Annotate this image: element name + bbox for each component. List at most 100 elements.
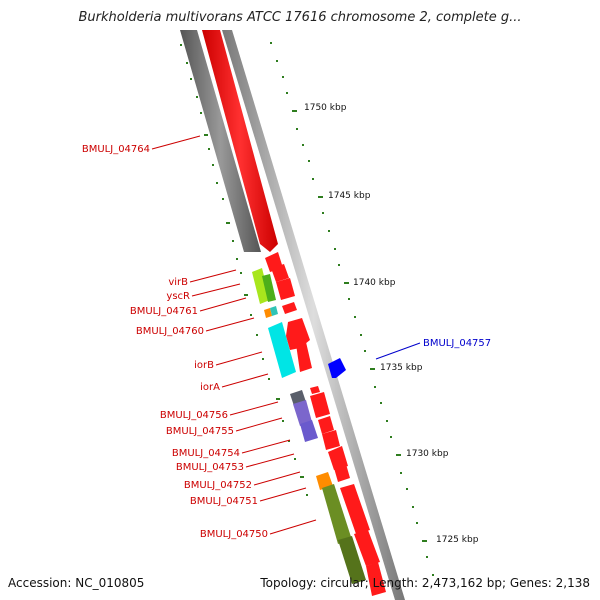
leader-bmulj-04755 [235,417,283,432]
gene-label-bmulj-04755: BMULJ_04755 [166,426,234,437]
gene-arrow-11 [328,446,348,470]
tick [348,298,350,300]
tick [288,440,290,442]
gene-label-bmulj-04756: BMULJ_04756 [160,410,228,421]
tick [240,272,242,274]
leader-bmulj-04754 [241,439,291,454]
tick [390,436,392,438]
tick [186,62,188,64]
leader-bmulj-04753 [245,453,295,468]
backbone-bar [222,30,405,600]
leader-bmulj-04756 [229,401,279,416]
gene-bmulj-04750-b [338,536,366,584]
tick [208,148,210,150]
tick [250,314,252,316]
tick [412,506,414,508]
leader-bmulj-04761 [199,297,247,312]
gene-virb [252,268,270,304]
gene-label-bmulj-04757: BMULJ_04757 [423,338,491,349]
gene-reverse-large [180,30,261,252]
backbone [222,30,405,600]
map-title: Burkholderia multivorans ATCC 17616 chro… [78,10,522,25]
tick [354,316,356,318]
gene-arrow-15 [366,562,386,596]
gene-bmulj-04764 [202,30,278,252]
gene-labels: BMULJ_04764 virB yscR BMULJ_04761 BMULJ_… [82,144,268,540]
leader-bmulj-04760 [205,317,255,332]
gene-label-bmulj-04753: BMULJ_04753 [176,462,244,473]
tick [312,178,314,180]
gene-arrow-7 [310,386,320,394]
tick [294,458,296,460]
tick [286,92,288,94]
tick [364,350,366,352]
gene-label-bmulj-04764: BMULJ_04764 [82,144,150,155]
tick [406,488,408,490]
tick [344,282,349,284]
gene-label-bmulj-04750: BMULJ_04750 [200,529,268,540]
scale-label-1730: 1730 kbp [406,449,449,459]
colored-genes [252,268,366,584]
scale-label-1725: 1725 kbp [436,535,479,545]
leader-bmulj-04750 [269,519,317,535]
gene-arrow-5 [286,318,310,350]
tick [426,556,428,558]
tick [374,386,376,388]
tick [200,112,202,114]
tick [276,398,280,400]
gene-arrow-10 [322,430,340,450]
gene-arrow-12 [334,464,350,482]
gene-bmulj-04755 [293,400,312,426]
tick [328,230,330,232]
gene-label-bmulj-04754: BMULJ_04754 [172,448,240,459]
gene-label-iorb: iorB [194,360,214,371]
gene-yscr [262,274,276,302]
tick [262,358,264,360]
tick [232,240,234,242]
gene-arrow-6 [296,342,312,372]
scale-label-1750: 1750 kbp [304,103,347,113]
gene-label-bmulj-04752: BMULJ_04752 [184,480,252,491]
tick [386,420,388,422]
label-leaders [151,135,421,535]
tick [216,182,218,184]
tick [236,258,238,260]
tick [212,164,214,166]
gene-arrow-9 [318,416,334,434]
tick [270,42,272,44]
tick [244,294,248,296]
tick [370,368,375,370]
gene-arrow-3 [276,278,295,300]
genome-summary-text: Topology: circular; Length: 2,473,162 bp… [260,576,590,590]
tick [222,198,224,200]
tick [190,78,192,80]
leader-bmulj-04764 [151,135,201,150]
gene-bmulj-04757 [328,358,346,378]
tick [396,454,401,456]
tick [282,76,284,78]
gene-label-bmulj-04760: BMULJ_04760 [136,326,204,337]
leader-iora [221,373,269,388]
gene-iorb [268,322,296,378]
gene-label-bmulj-04761: BMULJ_04761 [130,306,198,317]
leader-bmulj-04751 [259,487,307,502]
tick [302,144,304,146]
tick [416,522,418,524]
tick [318,196,323,198]
forward-genes-upper [265,252,312,372]
gene-arrow-8 [310,392,330,418]
tick [292,110,297,112]
tick [282,420,284,422]
gene-bmulj-04761-a [264,308,272,318]
tick [268,378,270,380]
tick [322,212,324,214]
tick [300,476,304,478]
tick [196,96,198,98]
scale-labels: 1750 kbp 1745 kbp 1740 kbp 1735 kbp 1730… [304,103,479,545]
gene-label-yscr: yscR [166,291,190,302]
tick [226,222,230,224]
tick [338,264,340,266]
gene-arrow-4 [282,302,297,314]
tick [360,334,362,336]
